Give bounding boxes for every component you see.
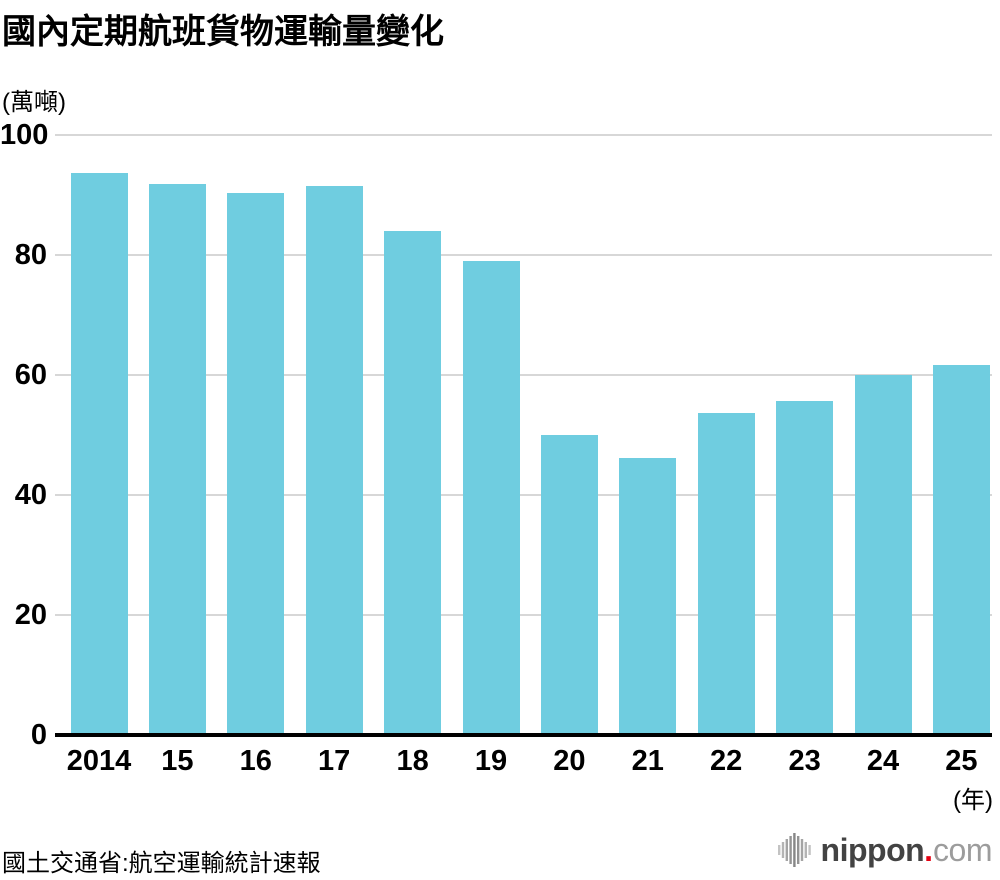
x-tick-label-24: 24 — [866, 745, 900, 777]
x-axis-unit-label: (年) — [953, 787, 993, 814]
x-tick-label-25: 25 — [945, 745, 978, 777]
gridline-60 — [55, 374, 992, 376]
bar-17 — [305, 186, 363, 735]
gridline-100 — [55, 134, 992, 136]
bar-15 — [148, 184, 206, 735]
y-tick-label-80: 80 — [14, 239, 47, 271]
y-tick-label-20: 20 — [14, 599, 47, 631]
logo-dot: . — [924, 832, 934, 868]
bar-24 — [854, 375, 912, 735]
gridline-40 — [55, 494, 992, 496]
x-tick-label-16: 16 — [239, 745, 272, 777]
bar-18 — [384, 231, 442, 735]
bar-23 — [776, 401, 834, 735]
bar-21 — [619, 458, 677, 735]
y-axis-tick-labels: 0 20 40 60 80 100 — [0, 120, 48, 750]
plot-area — [55, 134, 992, 735]
x-tick-label-15: 15 — [161, 745, 194, 777]
chart-title: 國內定期航班貨物運輸量變化 — [2, 13, 444, 51]
gridline-80 — [55, 254, 992, 256]
x-axis-line — [55, 733, 992, 737]
y-tick-label-40: 40 — [14, 479, 47, 511]
y-tick-label-0: 0 — [30, 719, 47, 751]
bar-19 — [462, 261, 520, 735]
y-tick-label-100: 100 — [0, 119, 49, 151]
bar-25 — [932, 365, 990, 735]
nippon-logo: nippon.com — [777, 830, 993, 870]
bar-16 — [227, 193, 285, 735]
bar-20 — [540, 435, 598, 735]
logo-name: nippon — [820, 832, 925, 868]
x-tick-label-19: 19 — [474, 745, 508, 777]
gridline-20 — [55, 614, 992, 616]
logo-wordmark: nippon.com — [820, 830, 993, 870]
bar-2014 — [70, 173, 128, 735]
x-tick-label-17: 17 — [318, 745, 351, 777]
bar-22 — [697, 413, 755, 735]
source-caption: 國土交通省:航空運輸統計速報 — [2, 850, 321, 877]
x-tick-label-22: 22 — [710, 745, 743, 777]
logo-tld: com — [933, 832, 992, 868]
x-axis-tick-labels: 2014 15 16 17 18 19 20 21 22 23 24 25 — [55, 744, 992, 778]
x-tick-label-20: 20 — [553, 745, 586, 777]
x-tick-label-23: 23 — [788, 745, 821, 777]
x-tick-label-21: 21 — [631, 745, 664, 777]
x-tick-label-18: 18 — [396, 745, 429, 777]
y-tick-label-60: 60 — [14, 359, 47, 391]
y-axis-unit-label: (萬噸) — [2, 89, 66, 116]
soundwave-icon — [777, 833, 811, 867]
x-tick-label-2014: 2014 — [66, 745, 132, 777]
